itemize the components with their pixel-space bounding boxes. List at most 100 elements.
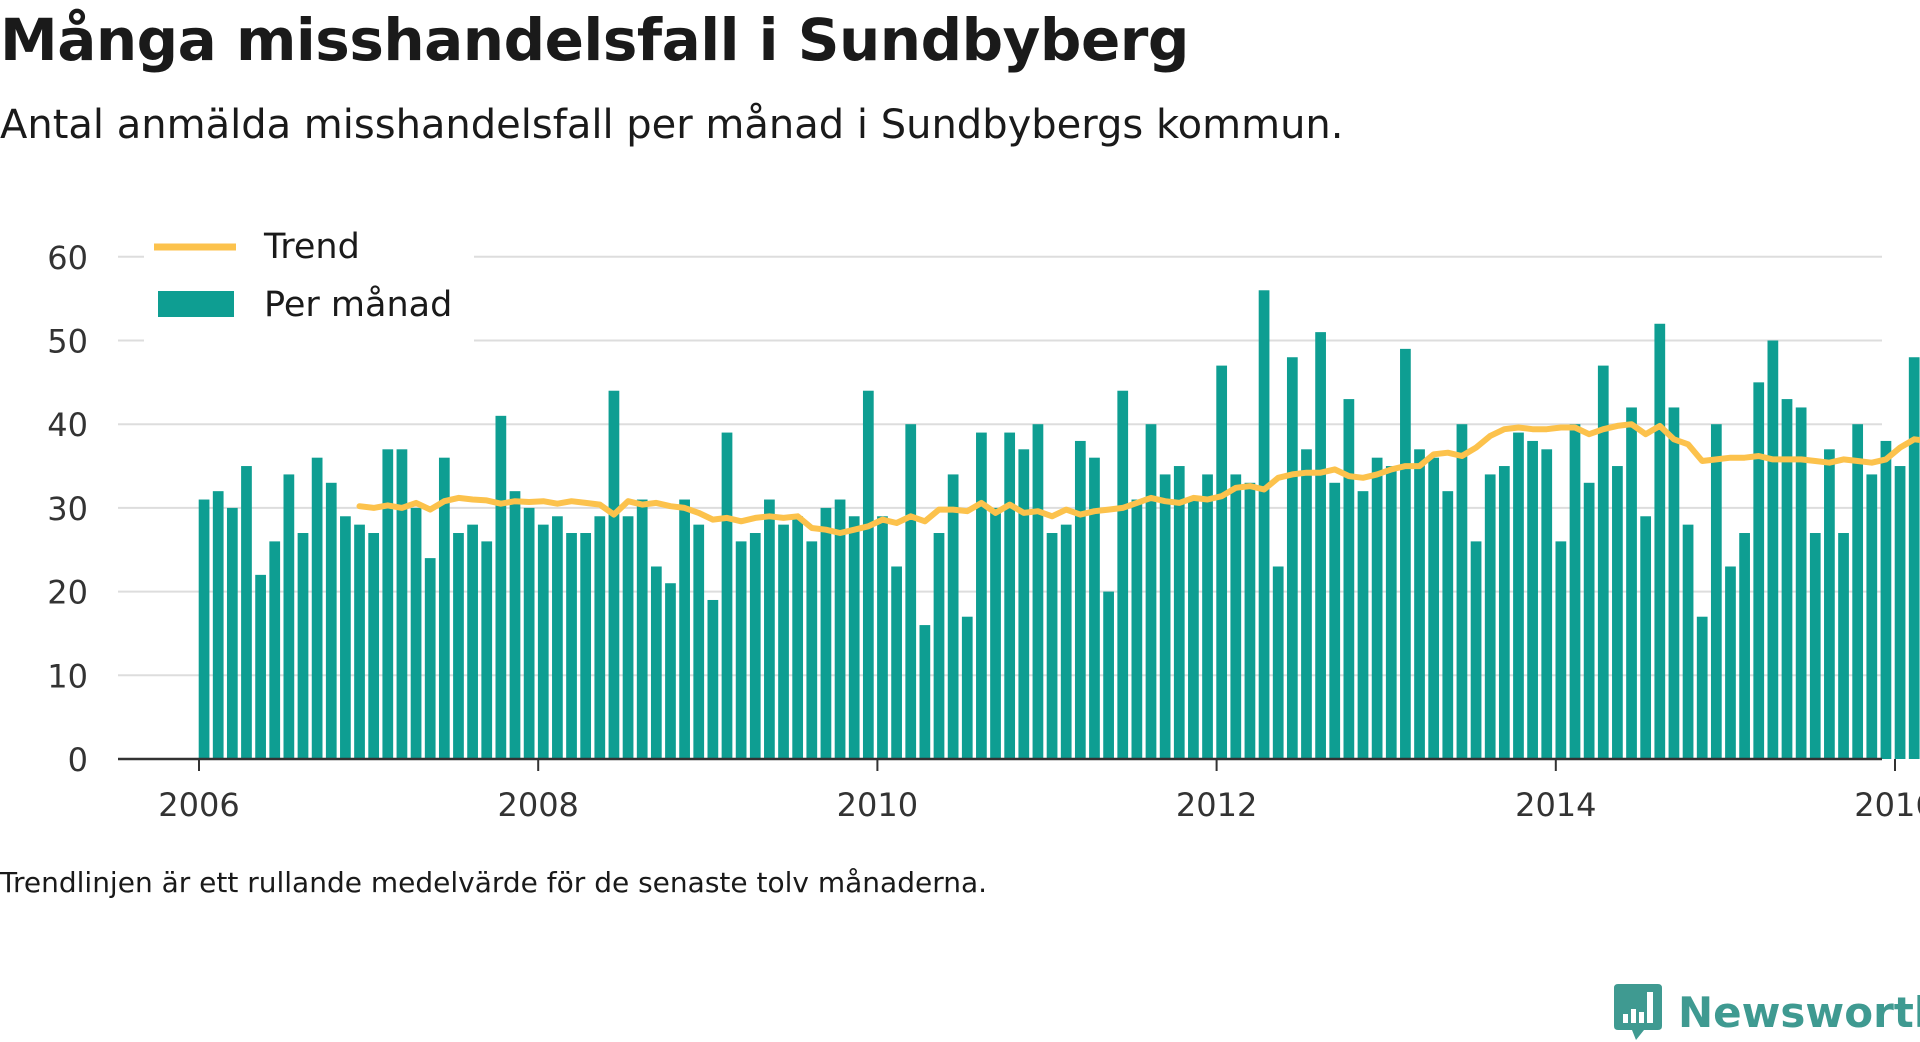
- bar: [354, 525, 365, 759]
- legend: Trend Per månad: [144, 222, 474, 346]
- bar: [948, 474, 959, 759]
- bar: [524, 508, 535, 759]
- bar: [835, 500, 846, 759]
- bar: [227, 508, 238, 759]
- bar: [609, 391, 620, 759]
- bar: [637, 500, 648, 759]
- y-tick-label: 0: [68, 741, 88, 779]
- bar: [1527, 441, 1538, 759]
- bar: [1654, 324, 1665, 759]
- bar: [397, 449, 408, 759]
- bar: [1400, 349, 1411, 759]
- bar: [1824, 449, 1835, 759]
- bar: [594, 516, 605, 759]
- bar: [1329, 483, 1340, 759]
- bar: [679, 500, 690, 759]
- bar: [1499, 466, 1510, 759]
- bar: [1640, 516, 1651, 759]
- bar: [368, 533, 379, 759]
- bar: [241, 466, 252, 759]
- bar: [1612, 466, 1623, 759]
- bar: [284, 474, 295, 759]
- bar: [538, 525, 549, 759]
- bar: [1711, 424, 1722, 759]
- x-tick-label: 2006: [158, 786, 239, 824]
- bar: [1584, 483, 1595, 759]
- legend-trend-label: Trend: [263, 227, 360, 267]
- bar: [1414, 449, 1425, 759]
- bar: [990, 508, 1001, 759]
- bar: [1598, 366, 1609, 759]
- bar: [750, 533, 761, 759]
- bar: [1669, 407, 1680, 759]
- bar: [382, 449, 393, 759]
- bar: [1146, 424, 1157, 759]
- bar: [411, 508, 422, 759]
- newsworthy-logo-icon: [1612, 982, 1664, 1042]
- bar: [651, 566, 662, 759]
- legend-monthly-swatch: [158, 291, 234, 317]
- bar: [1570, 424, 1581, 759]
- bar: [1315, 332, 1326, 759]
- bar: [665, 583, 676, 759]
- bar: [1160, 474, 1171, 759]
- bar: [566, 533, 577, 759]
- bar: [425, 558, 436, 759]
- bar: [1852, 424, 1863, 759]
- bar: [481, 541, 492, 759]
- bar: [1245, 483, 1256, 759]
- bar: [1838, 533, 1849, 759]
- newsworthy-logo[interactable]: Newsworthy: [1612, 982, 1920, 1042]
- bar: [778, 525, 789, 759]
- bar: [298, 533, 309, 759]
- legend-monthly-label: Per månad: [264, 284, 452, 325]
- bar: [1683, 525, 1694, 759]
- bar: [1061, 525, 1072, 759]
- newsworthy-logo-text: Newsworthy: [1678, 988, 1920, 1037]
- bar: [312, 458, 323, 759]
- bar: [1697, 617, 1708, 759]
- bar: [1753, 382, 1764, 759]
- bar: [1259, 290, 1270, 759]
- bar: [806, 541, 817, 759]
- bar: [792, 516, 803, 759]
- bar: [863, 391, 874, 759]
- bar: [1188, 500, 1199, 759]
- x-tick-label: 2012: [1176, 786, 1257, 824]
- y-tick-label: 60: [47, 239, 88, 277]
- bar: [1358, 491, 1369, 759]
- bar: [722, 433, 733, 759]
- bar: [1089, 458, 1100, 759]
- bar: [1541, 449, 1552, 759]
- y-tick-label: 20: [47, 574, 88, 612]
- bar: [580, 533, 591, 759]
- bar: [1273, 566, 1284, 759]
- y-tick-label: 10: [47, 657, 88, 695]
- bar: [1866, 474, 1877, 759]
- bar: [467, 525, 478, 759]
- bar: [1047, 533, 1058, 759]
- bar: [1174, 466, 1185, 759]
- bar: [962, 617, 973, 759]
- bar: [623, 516, 634, 759]
- bar: [1372, 458, 1383, 759]
- bar: [976, 433, 987, 759]
- bar: [1230, 474, 1241, 759]
- bar: [1442, 491, 1453, 759]
- bar: [496, 416, 507, 759]
- bar: [1344, 399, 1355, 759]
- bar: [1768, 341, 1779, 760]
- bar: [1103, 592, 1114, 759]
- bar: [1018, 449, 1029, 759]
- bar: [255, 575, 266, 759]
- bar: [1485, 474, 1496, 759]
- bar: [1202, 474, 1213, 759]
- bar: [934, 533, 945, 759]
- bar: [849, 516, 860, 759]
- bar: [213, 491, 224, 759]
- bar: [453, 533, 464, 759]
- bar: [1075, 441, 1086, 759]
- bar: [1428, 458, 1439, 759]
- bar: [1004, 433, 1015, 759]
- bar: [1909, 357, 1920, 759]
